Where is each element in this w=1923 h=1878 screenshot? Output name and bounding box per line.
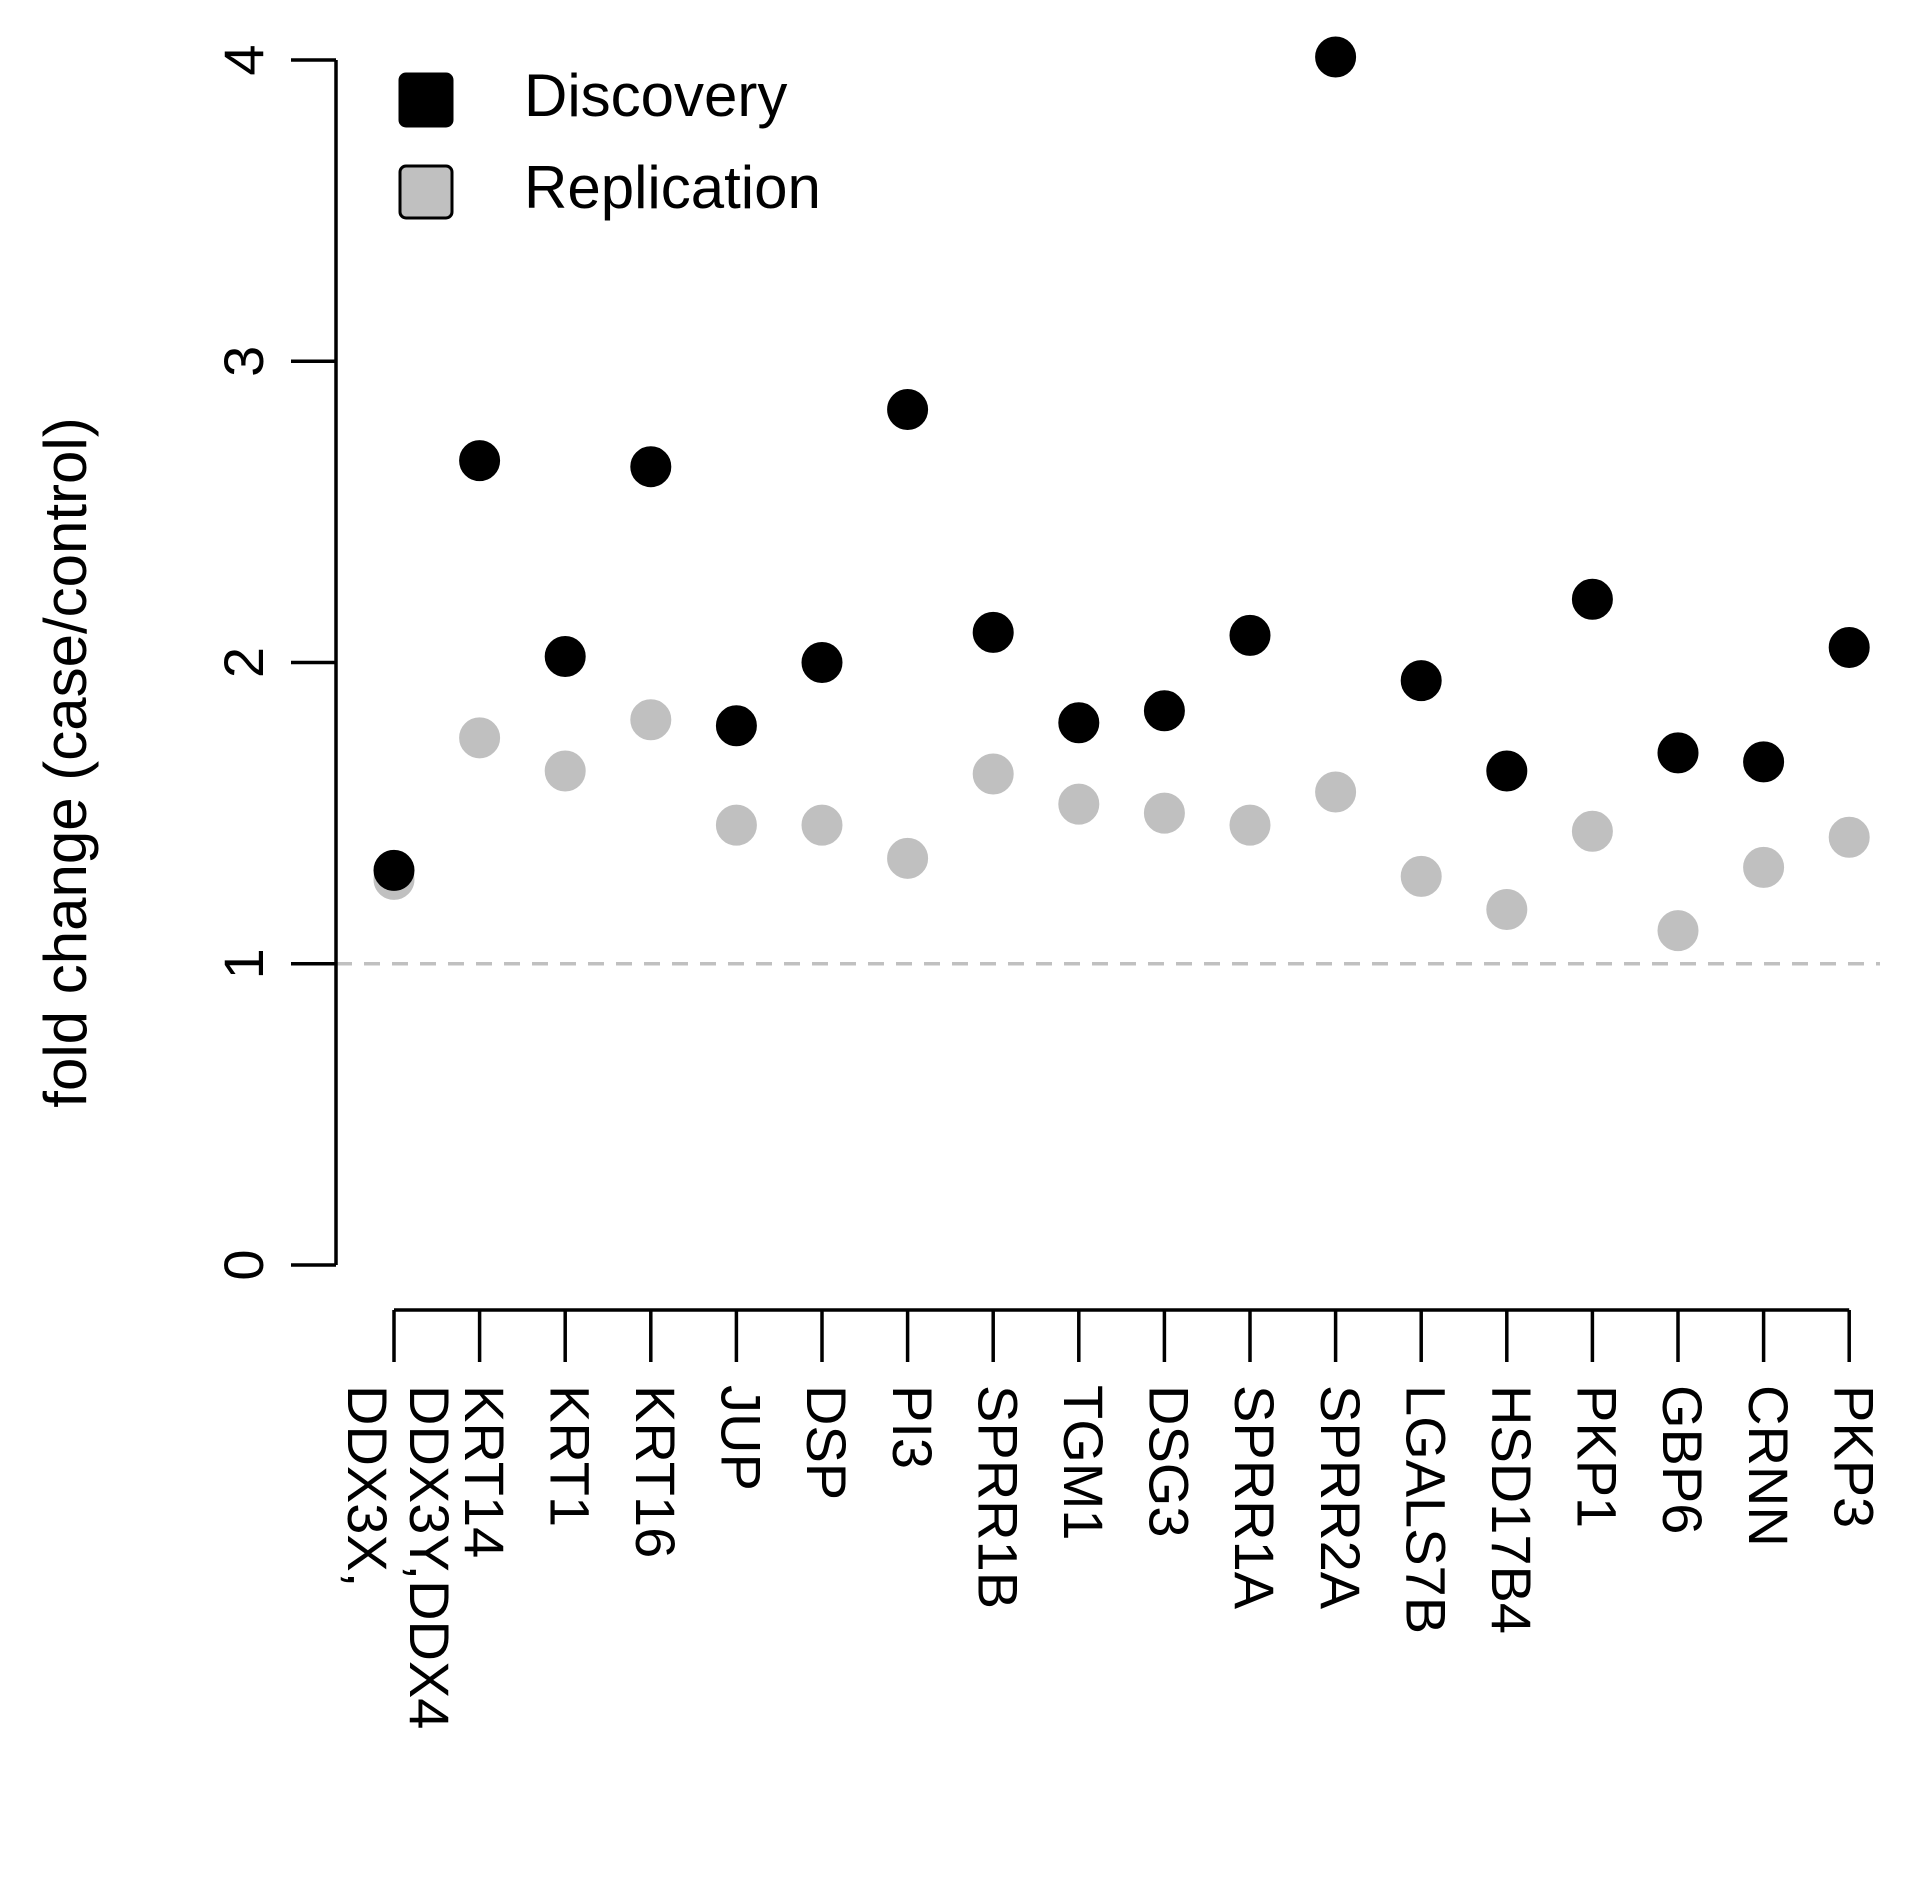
discovery-point xyxy=(1657,732,1699,774)
discovery-point xyxy=(887,388,929,430)
discovery-point xyxy=(715,705,757,747)
y-tick-label: 4 xyxy=(212,44,275,75)
discovery-point xyxy=(1486,750,1528,792)
discovery-point xyxy=(972,611,1014,653)
replication-point xyxy=(630,699,672,741)
discovery-point xyxy=(630,446,672,488)
x-tick-label: JUP xyxy=(710,1385,773,1491)
x-tick-label: HSD17B4 xyxy=(1480,1385,1543,1634)
discovery-point xyxy=(1743,741,1785,783)
discovery-point xyxy=(1400,660,1442,702)
replication-point xyxy=(1229,804,1271,846)
replication-point xyxy=(801,804,843,846)
x-tick-label: DDX3X, xyxy=(336,1385,399,1587)
points-layer xyxy=(373,36,1870,952)
legend-swatch-replication xyxy=(398,164,454,220)
y-axis-title: fold change (case/control) xyxy=(32,417,99,1107)
discovery-point xyxy=(1828,626,1870,668)
discovery-point xyxy=(373,849,415,891)
replication-point xyxy=(544,750,586,792)
x-tick-label: LGALS7B xyxy=(1394,1385,1457,1634)
discovery-point xyxy=(1315,36,1357,78)
replication-point xyxy=(1058,783,1100,825)
legend: Discovery Replication xyxy=(398,62,821,221)
x-tick-label: PKP3 xyxy=(1822,1385,1885,1528)
replication-point xyxy=(715,804,757,846)
replication-point xyxy=(459,717,501,759)
discovery-point xyxy=(1571,578,1613,620)
axes-layer xyxy=(291,58,1851,1362)
legend-swatch-discovery xyxy=(398,72,454,128)
x-tick-label: TGM1 xyxy=(1052,1385,1115,1541)
y-tick-label: 3 xyxy=(212,346,275,377)
x-tick-label: KRT14 xyxy=(453,1385,516,1558)
replication-point xyxy=(1143,792,1185,834)
labels-layer: 0 1 2 3 4 fold change (case/control) DDX3Y,DDX… xyxy=(32,44,1886,1729)
x-tick-label: SPRR2A xyxy=(1309,1385,1372,1610)
discovery-point xyxy=(801,642,843,683)
y-tick-label: 2 xyxy=(212,647,275,678)
replication-point xyxy=(1657,910,1699,952)
discovery-point xyxy=(1143,690,1185,732)
replication-point xyxy=(887,837,929,879)
replication-point xyxy=(1315,771,1357,813)
y-tick-label: 1 xyxy=(212,948,275,979)
legend-label-replication: Replication xyxy=(524,154,821,221)
replication-point xyxy=(972,753,1014,795)
replication-point xyxy=(1571,810,1613,852)
discovery-point xyxy=(544,635,586,677)
x-tick-label: PI3 xyxy=(881,1385,944,1469)
replication-point xyxy=(1743,846,1785,888)
x-tick-label: GBP6 xyxy=(1651,1385,1714,1534)
discovery-point xyxy=(1229,614,1271,656)
discovery-point xyxy=(1058,702,1100,744)
x-tick-label: DDX3Y,DDX4 xyxy=(398,1385,461,1729)
x-tick-label: SPRR1B xyxy=(966,1385,1029,1609)
x-tick-label: PKP1 xyxy=(1566,1385,1629,1528)
x-tick-label: SPRR1A xyxy=(1223,1385,1286,1610)
x-tick-label: CRNN xyxy=(1737,1385,1800,1547)
replication-point xyxy=(1828,816,1870,858)
x-tick-label: KRT1 xyxy=(538,1385,601,1527)
legend-label-discovery: Discovery xyxy=(524,62,787,129)
replication-point xyxy=(1400,855,1442,897)
x-tick-label: DSP xyxy=(795,1385,858,1500)
replication-point xyxy=(1486,889,1528,931)
x-tick-label: KRT16 xyxy=(624,1385,687,1558)
discovery-point xyxy=(459,440,501,482)
x-tick-label: DSG3 xyxy=(1138,1385,1201,1538)
y-tick-label: 0 xyxy=(212,1249,275,1280)
